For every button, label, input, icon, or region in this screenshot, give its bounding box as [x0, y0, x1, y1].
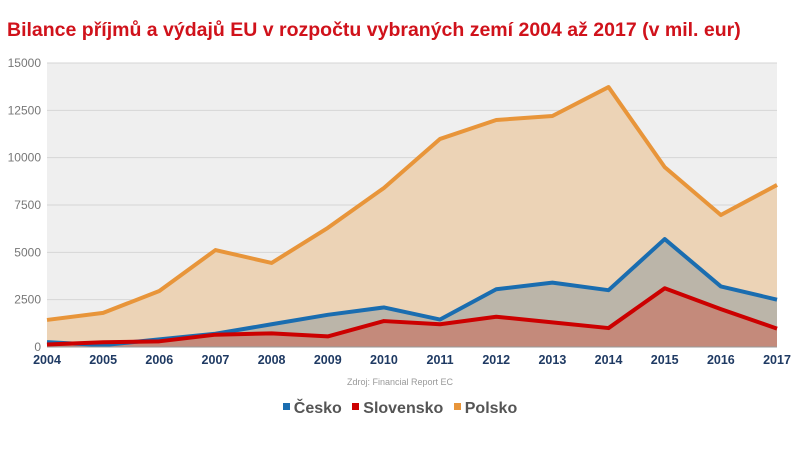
- x-tick-label: 2015: [651, 353, 679, 367]
- chart-title: Bilance příjmů a výdajů EU v rozpočtu vy…: [7, 19, 741, 41]
- legend-swatch-slovensko: [352, 403, 360, 411]
- y-tick-label: 2500: [14, 293, 41, 307]
- x-tick-label: 2009: [314, 353, 342, 367]
- x-tick-label: 2014: [595, 353, 623, 367]
- y-tick-label: 10000: [8, 151, 42, 165]
- x-tick-label: 2013: [538, 353, 566, 367]
- x-tick-label: 2008: [258, 353, 286, 367]
- source-note: Zdroj: Financial Report EC: [346, 377, 454, 387]
- x-tick-label: 2004: [33, 353, 61, 367]
- legend-item-slovensko: Slovensko: [352, 400, 443, 418]
- x-tick-label: 2011: [427, 353, 454, 367]
- x-tick-label: 2006: [145, 353, 173, 367]
- y-tick-label: 15000: [8, 56, 42, 70]
- area-chart: 0 2500 5000 7500 10000 12500 15000 2004 2005 2006…: [8, 56, 791, 367]
- legend-label-slovensko: Slovensko: [363, 400, 444, 417]
- x-tick-label: 2010: [370, 353, 398, 367]
- legend-label-cesko: Česko: [293, 400, 342, 417]
- y-tick-label: 0: [34, 340, 41, 354]
- area-slovensko: [47, 288, 777, 347]
- legend-swatch-polsko: [453, 403, 461, 411]
- line-polsko: [46, 85, 778, 322]
- x-tick-label: 2012: [482, 353, 510, 367]
- area-polsko: [47, 87, 777, 347]
- y-tick-label: 12500: [8, 103, 42, 117]
- x-tick-label: 2005: [89, 353, 117, 367]
- line-slovensko: [46, 286, 778, 347]
- legend-label-polsko: Polsko: [464, 400, 518, 417]
- area-cesko: [47, 239, 777, 347]
- legend-item-cesko: Česko: [282, 400, 342, 418]
- y-tick-label: 7500: [14, 198, 41, 212]
- legend-item-polsko: Polsko: [453, 400, 518, 418]
- legend-swatch-cesko: [282, 403, 290, 411]
- x-tick-label: 2017: [763, 353, 791, 367]
- y-tick-label: 5000: [14, 245, 41, 259]
- x-tick-label: 2016: [707, 353, 735, 367]
- legend: Česko Slovensko Polsko: [0, 400, 800, 418]
- x-tick-label: 2007: [202, 353, 230, 367]
